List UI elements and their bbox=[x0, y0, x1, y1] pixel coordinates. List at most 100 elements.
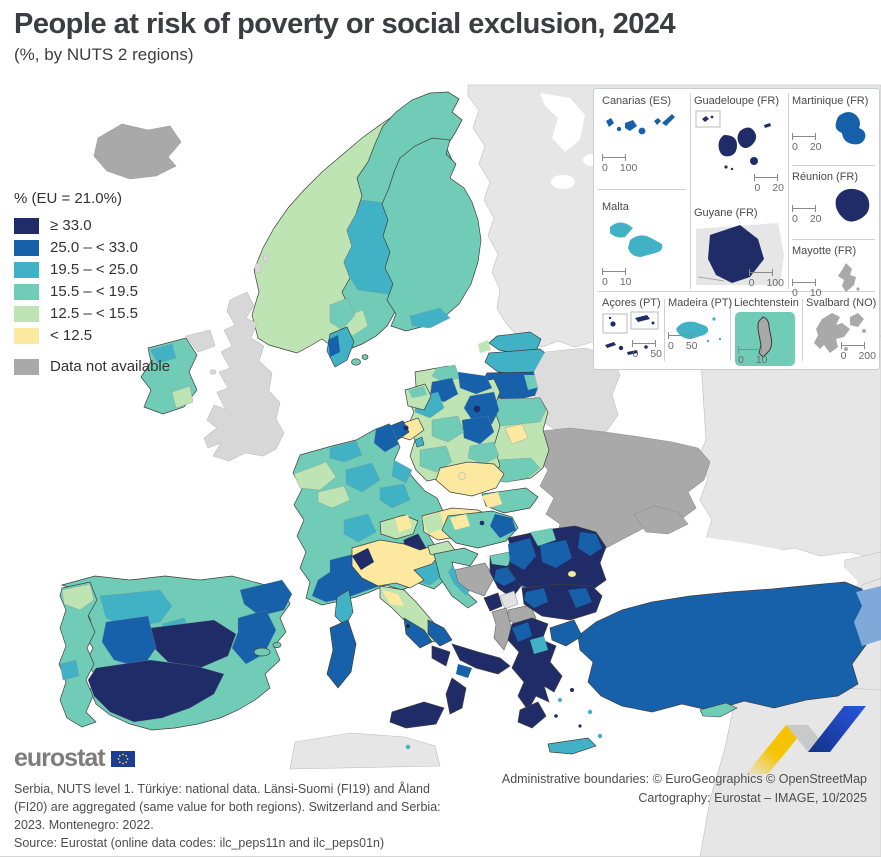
legend-label: 19.5 – < 25.0 bbox=[50, 261, 138, 278]
legend-items: ≥ 33.0 25.0 – < 33.0 19.5 – < 25.0 15.5 … bbox=[14, 217, 170, 375]
legend-swatch bbox=[14, 261, 39, 278]
legend-swatch bbox=[14, 305, 39, 322]
divider bbox=[792, 239, 875, 240]
country-switzerland bbox=[379, 514, 419, 540]
region-sicilia bbox=[389, 701, 445, 729]
inset-label: Mayotte (FR) bbox=[792, 245, 857, 257]
country-luxembourg bbox=[414, 436, 425, 448]
inset-map-reunion bbox=[835, 188, 869, 222]
legend-label: 15.5 – < 19.5 bbox=[50, 283, 138, 300]
country-montenegro bbox=[483, 592, 503, 612]
region-bucuresti bbox=[567, 570, 577, 578]
baltic-states bbox=[459, 331, 552, 401]
legend-item: 12.5 – < 15.5 bbox=[14, 305, 170, 322]
region-crimea bbox=[633, 505, 689, 535]
region-sardegna bbox=[326, 619, 357, 689]
inset-label: Açores (PT) bbox=[602, 297, 661, 309]
inset-map-svalbard bbox=[814, 313, 866, 353]
inset-guadeloupe: Guadeloupe (FR) 0 20 bbox=[694, 95, 786, 196]
attribution-cartography: Cartography: Eurostat – IMAGE, 10/2025 bbox=[638, 791, 867, 806]
legend-item: Data not available bbox=[14, 358, 170, 375]
inset-canarias: Canarias (ES) 0 100 bbox=[602, 95, 686, 176]
scale-bar: 0 20 bbox=[754, 174, 784, 194]
region-praha bbox=[458, 472, 466, 480]
legend-swatch bbox=[14, 283, 39, 300]
eu-flag-icon bbox=[110, 750, 135, 767]
legend: % (EU = 21.0%) ≥ 33.0 25.0 – < 33.0 19.5… bbox=[14, 190, 170, 380]
scale-bar: 0 50 bbox=[668, 332, 698, 352]
divider bbox=[598, 189, 686, 190]
region-north-africa bbox=[289, 732, 441, 770]
legend-item: 19.5 – < 25.0 bbox=[14, 261, 170, 278]
scale-bar: 0 100 bbox=[602, 154, 637, 174]
country-finland bbox=[381, 137, 482, 332]
inset-acores: Açores (PT) 0 50 bbox=[602, 297, 662, 360]
eurostat-logo: eurostat bbox=[14, 744, 474, 773]
inset-madeira: Madeira (PT) 0 50 bbox=[668, 297, 733, 352]
inset-label: Guyane (FR) bbox=[694, 207, 758, 219]
divider bbox=[802, 299, 803, 361]
legend-label: Data not available bbox=[50, 358, 171, 375]
scale-bar: 0 100 bbox=[748, 269, 784, 289]
region-balearics bbox=[253, 647, 271, 657]
legend-swatch bbox=[14, 217, 39, 234]
inset-label: Svalbard (NO) bbox=[806, 297, 877, 309]
country-greece bbox=[507, 617, 603, 755]
region-kriti bbox=[547, 737, 597, 755]
legend-item: < 12.5 bbox=[14, 327, 170, 344]
country-bosnia bbox=[454, 562, 495, 597]
region-roma bbox=[406, 624, 410, 628]
legend-title: % (EU = 21.0%) bbox=[14, 190, 122, 207]
divider bbox=[792, 165, 875, 166]
inset-liechtenstein: Liechtenstein 0 10 bbox=[734, 297, 800, 372]
divider bbox=[598, 291, 875, 292]
scale-bar: 0 20 bbox=[792, 205, 822, 225]
inset-malta: Malta 0 10 bbox=[602, 201, 686, 290]
divider bbox=[664, 299, 665, 361]
inset-map-martinique bbox=[835, 112, 865, 145]
region-kosovo bbox=[499, 590, 519, 610]
inset-guyane: Guyane (FR) 0 100 bbox=[694, 207, 786, 289]
region-budapest bbox=[479, 520, 485, 526]
divider bbox=[730, 299, 731, 361]
inset-panel: Canarias (ES) 0 100 Malta bbox=[593, 88, 880, 370]
attribution-boundaries: Administrative boundaries: © EuroGeograp… bbox=[501, 772, 867, 786]
page-title: People at risk of poverty or social excl… bbox=[14, 8, 676, 40]
legend-label: 25.0 – < 33.0 bbox=[50, 239, 138, 256]
scale-bar: 0 10 bbox=[738, 346, 768, 366]
scale-bar: 0 50 bbox=[632, 340, 662, 360]
legend-swatch bbox=[14, 239, 39, 256]
country-slovakia bbox=[481, 487, 539, 514]
inset-label: Madeira (PT) bbox=[668, 297, 733, 309]
region-saaremaa bbox=[478, 340, 491, 353]
divider bbox=[788, 93, 789, 289]
country-turkiye bbox=[549, 581, 881, 713]
inset-mayotte: Mayotte (FR) 0 10 bbox=[792, 245, 875, 299]
inset-label: Martinique (FR) bbox=[792, 95, 869, 107]
country-ukraine bbox=[531, 427, 711, 549]
country-iceland bbox=[93, 123, 182, 180]
country-uk bbox=[185, 253, 285, 462]
inset-map-canarias bbox=[606, 114, 675, 135]
country-bulgaria bbox=[521, 583, 603, 621]
scale-bar: 0 20 bbox=[792, 133, 822, 153]
attribution: Administrative boundaries: © EuroGeograp… bbox=[502, 770, 867, 809]
inset-label: Guadeloupe (FR) bbox=[694, 95, 779, 107]
region-oslo bbox=[329, 297, 356, 331]
inset-label: Canarias (ES) bbox=[602, 95, 672, 107]
inset-map-mayotte bbox=[837, 263, 860, 292]
country-portugal bbox=[58, 581, 98, 728]
country-cyprus bbox=[699, 702, 738, 718]
inset-label: Liechtenstein bbox=[734, 297, 799, 309]
country-italy bbox=[326, 539, 511, 750]
inset-map-guadeloupe bbox=[695, 110, 771, 171]
scale-bar: 0 10 bbox=[602, 268, 632, 288]
legend-item: 15.5 – < 19.5 bbox=[14, 283, 170, 300]
country-hungary bbox=[441, 510, 519, 549]
divider bbox=[690, 93, 691, 289]
region-brussels bbox=[403, 425, 409, 431]
country-denmark bbox=[326, 326, 369, 368]
country-spain bbox=[60, 575, 293, 731]
